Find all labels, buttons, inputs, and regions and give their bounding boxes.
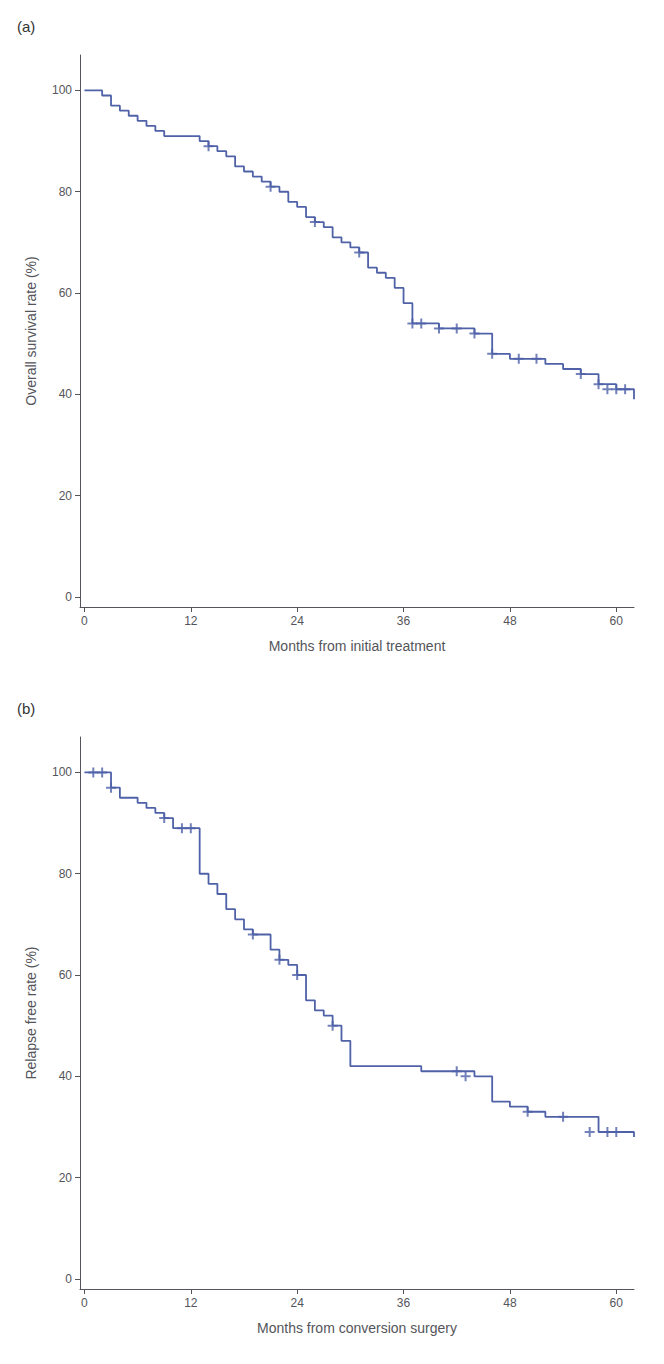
svg-text:(b): (b): [17, 700, 35, 717]
svg-text:Months from initial treatment: Months from initial treatment: [269, 638, 446, 654]
svg-text:36: 36: [397, 1296, 411, 1310]
svg-text:0: 0: [81, 1296, 88, 1310]
svg-text:60: 60: [610, 614, 624, 628]
svg-text:Months from conversion surgery: Months from conversion surgery: [257, 1320, 457, 1336]
svg-text:80: 80: [59, 185, 73, 199]
svg-text:40: 40: [59, 387, 73, 401]
svg-text:60: 60: [59, 286, 73, 300]
svg-text:48: 48: [503, 1296, 517, 1310]
svg-text:0: 0: [81, 614, 88, 628]
svg-text:40: 40: [59, 1069, 73, 1083]
svg-text:Relapse free rate (%): Relapse free rate (%): [23, 946, 39, 1079]
svg-text:60: 60: [59, 968, 73, 982]
svg-text:20: 20: [59, 1171, 73, 1185]
svg-text:20: 20: [59, 489, 73, 503]
svg-text:36: 36: [397, 614, 411, 628]
svg-text:12: 12: [184, 1296, 198, 1310]
svg-text:24: 24: [290, 1296, 304, 1310]
svg-text:100: 100: [52, 765, 72, 779]
svg-text:0: 0: [65, 590, 72, 604]
svg-text:(a): (a): [17, 18, 35, 35]
svg-text:0: 0: [65, 1272, 72, 1286]
svg-text:24: 24: [290, 614, 304, 628]
svg-text:48: 48: [503, 614, 517, 628]
svg-text:60: 60: [610, 1296, 624, 1310]
svg-text:100: 100: [52, 83, 72, 97]
svg-text:80: 80: [59, 867, 73, 881]
svg-text:12: 12: [184, 614, 198, 628]
svg-text:Overall survival rate (%): Overall survival rate (%): [23, 256, 39, 405]
